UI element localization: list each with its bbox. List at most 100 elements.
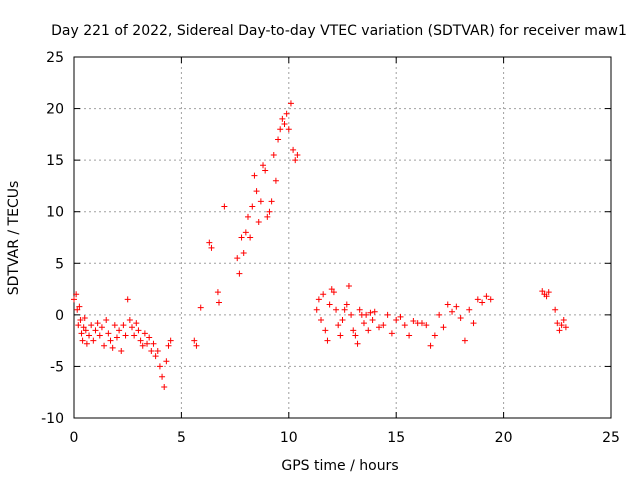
data-point [98, 324, 105, 331]
data-point [92, 327, 99, 334]
data-point [345, 282, 352, 289]
data-point [470, 320, 477, 327]
data-point [107, 337, 114, 344]
x-tick-label: 0 [70, 430, 79, 446]
data-point [543, 293, 550, 300]
data-point [159, 373, 166, 380]
data-point [137, 337, 144, 344]
data-point [352, 332, 359, 339]
data-point [341, 306, 348, 313]
x-tick-labels: 0 5 10 15 20 25 [70, 430, 620, 446]
axis-ticks [73, 56, 612, 419]
data-point [73, 291, 80, 298]
data-point [120, 322, 127, 329]
data-point [285, 126, 292, 133]
data-point [197, 304, 204, 311]
data-point [380, 322, 387, 329]
y-axis-label: SDTVAR / TECUs [6, 181, 22, 296]
data-point [133, 320, 140, 327]
data-point [453, 303, 460, 310]
data-point [283, 110, 290, 117]
data-point [290, 146, 297, 153]
y-tick-label: 10 [46, 205, 64, 221]
y-tick-labels: -10 -5 0 5 10 15 20 25 [41, 50, 64, 427]
data-point [238, 234, 245, 241]
data-point [369, 317, 376, 324]
data-point [111, 322, 118, 329]
data-point [79, 337, 86, 344]
data-point [410, 318, 417, 325]
data-point [109, 344, 116, 351]
data-point [214, 289, 221, 296]
data-point [131, 332, 138, 339]
grid [74, 57, 611, 418]
data-point [118, 347, 125, 354]
plot-frame [73, 56, 612, 419]
data-point [260, 162, 267, 169]
data-point [545, 289, 552, 296]
data-point [275, 136, 282, 143]
data-point [124, 296, 131, 303]
data-point [156, 363, 163, 370]
data-point [86, 332, 93, 339]
data-point [113, 334, 120, 341]
data-point [240, 249, 247, 256]
data-point [444, 301, 451, 308]
data-point [363, 311, 370, 318]
data-point [135, 327, 142, 334]
data-point [376, 324, 383, 331]
data-point [126, 317, 133, 324]
data-point [101, 342, 108, 349]
data-point [461, 337, 468, 344]
data-point [78, 330, 85, 337]
data-point [76, 303, 83, 310]
data-point [318, 317, 325, 324]
data-point [146, 334, 153, 341]
data-point [266, 208, 273, 215]
data-point [279, 115, 286, 122]
data-point [401, 322, 408, 329]
data-point [255, 219, 262, 226]
data-point [191, 337, 198, 344]
y-tick-label: 15 [46, 153, 64, 169]
data-point [354, 340, 361, 347]
data-point [264, 213, 271, 220]
data-point [141, 330, 148, 337]
data-point [268, 198, 275, 205]
data-point [393, 317, 400, 324]
x-tick-label: 5 [177, 430, 186, 446]
data-point [154, 347, 161, 354]
data-point [457, 314, 464, 321]
data-point [242, 229, 249, 236]
data-point [206, 239, 213, 246]
x-tick-label: 20 [495, 430, 513, 446]
x-tick-label: 25 [602, 430, 620, 446]
data-point [337, 332, 344, 339]
data-point [82, 327, 89, 334]
data-point [483, 293, 490, 300]
data-point [128, 324, 135, 331]
data-point [272, 177, 279, 184]
data-point [330, 289, 337, 296]
data-point [315, 296, 322, 303]
data-point [558, 322, 565, 329]
data-point [96, 332, 103, 339]
data-point [103, 317, 110, 324]
data-point [116, 327, 123, 334]
data-point [144, 340, 151, 347]
data-point [148, 347, 155, 354]
data-point [343, 301, 350, 308]
data-point [247, 234, 254, 241]
data-point [150, 340, 157, 347]
data-point [348, 311, 355, 318]
data-point [90, 337, 97, 344]
data-point [431, 332, 438, 339]
data-point [208, 244, 215, 251]
data-point [371, 308, 378, 315]
y-tick-label: -10 [41, 411, 64, 427]
data-point [406, 332, 413, 339]
data-point [244, 213, 251, 220]
data-point [320, 291, 327, 298]
